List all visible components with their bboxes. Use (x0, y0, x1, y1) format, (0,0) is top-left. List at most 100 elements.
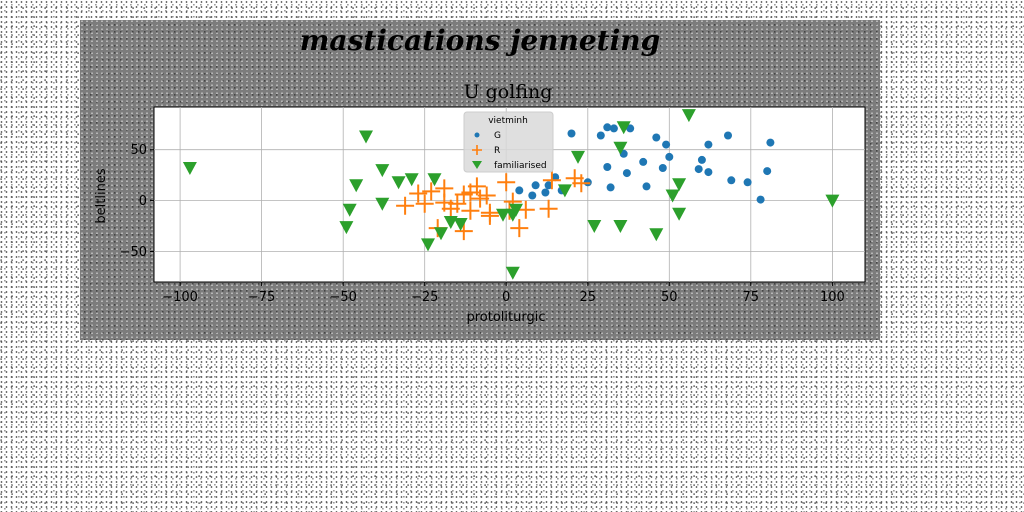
point-familiarised (672, 207, 687, 221)
point-familiarised (613, 141, 628, 155)
point-familiarised (404, 173, 419, 187)
legend-label-g: G (494, 131, 501, 141)
point-r (539, 199, 558, 218)
point-familiarised (557, 184, 572, 198)
y-tick-label: 50 (130, 143, 147, 158)
point-familiarised (587, 220, 602, 233)
point-g (551, 173, 560, 182)
point-g (697, 155, 706, 164)
point-g (652, 133, 661, 142)
point-g (639, 157, 648, 166)
point-familiarised (339, 221, 354, 235)
point-g (704, 168, 713, 177)
point-g (756, 195, 765, 204)
point-r (497, 173, 516, 192)
point-g (606, 183, 615, 192)
point-familiarised (649, 228, 664, 242)
point-g (626, 124, 635, 133)
point-g (727, 176, 736, 185)
point-familiarised (375, 197, 390, 211)
point-r (467, 177, 486, 196)
point-g (704, 140, 713, 149)
x-tick-label: −25 (411, 290, 438, 305)
point-familiarised (434, 227, 448, 241)
legend-label-r: R (494, 146, 500, 156)
point-g (603, 163, 612, 171)
legend-box (463, 111, 554, 173)
point-r (510, 219, 529, 238)
point-g (724, 131, 732, 140)
x-tick-label: −75 (248, 290, 275, 305)
point-r (477, 186, 496, 205)
point-r (396, 196, 415, 215)
point-familiarised (427, 173, 442, 187)
point-familiarised (391, 176, 406, 190)
point-r (480, 206, 499, 225)
point-r (441, 199, 460, 218)
point-r (516, 200, 535, 219)
x-tick-label: 50 (661, 290, 678, 305)
point-g (528, 191, 537, 200)
point-familiarised (342, 203, 357, 217)
point-familiarised (349, 179, 364, 193)
y-axis-label: beltlines (94, 168, 109, 223)
point-g (622, 169, 631, 178)
data-marks (182, 109, 840, 280)
point-g (544, 181, 553, 190)
x-tick-label: 0 (502, 290, 510, 305)
legend-title: vietminh (488, 116, 528, 126)
point-g (662, 140, 671, 149)
point-g (541, 188, 550, 197)
legend: vietminh G R familiarised (463, 111, 554, 173)
point-familiarised (421, 238, 435, 252)
point-familiarised (681, 109, 696, 123)
legend-marker-familiarised (472, 161, 482, 169)
point-g (567, 129, 576, 138)
point-g (665, 152, 674, 161)
point-g (596, 131, 605, 140)
y-tick-label: 0 (139, 194, 147, 209)
point-g (531, 181, 540, 190)
point-familiarised (496, 208, 510, 222)
point-g (766, 138, 775, 147)
point-familiarised (505, 266, 520, 280)
x-tick-label: 100 (820, 290, 845, 305)
point-r (572, 174, 591, 193)
x-axis-label: protoliturgic (466, 310, 545, 325)
axis-ticks: −100 −75 −50 −25 0 25 50 75 100 −50 0 50 (120, 143, 845, 305)
y-tick-label: −50 (120, 245, 147, 260)
legend-label-familiarised: familiarised (494, 161, 547, 171)
point-familiarised (359, 130, 373, 144)
x-tick-label: 75 (743, 290, 760, 305)
point-g (743, 178, 752, 187)
figure: mastications jenneting U golfing −100 −75… (80, 20, 880, 340)
point-r (409, 184, 428, 203)
point-g (515, 186, 524, 195)
point-familiarised (509, 203, 523, 217)
point-g (694, 165, 703, 174)
point-familiarised (571, 150, 585, 164)
point-r (542, 171, 561, 190)
point-r (422, 182, 441, 201)
point-familiarised (453, 218, 468, 231)
point-g (658, 164, 667, 172)
point-r (454, 222, 473, 241)
point-g (603, 123, 612, 132)
legend-marker-r (472, 145, 482, 155)
point-familiarised (672, 178, 687, 192)
point-r (461, 201, 480, 220)
x-tick-label: 25 (580, 290, 597, 305)
point-g (642, 182, 651, 191)
legend-marker-g (474, 132, 480, 138)
point-r (415, 194, 434, 213)
point-familiarised (825, 194, 840, 208)
chart-title: U golfing (464, 81, 553, 103)
scatter-chart: mastications jenneting U golfing −100 −75… (94, 24, 866, 325)
point-familiarised (665, 189, 680, 203)
point-familiarised (375, 164, 390, 178)
chart-suptitle: mastications jenneting (300, 24, 660, 57)
point-familiarised (616, 121, 631, 135)
point-g (609, 124, 618, 133)
x-tick-label: −100 (162, 290, 198, 305)
point-familiarised (182, 162, 197, 175)
